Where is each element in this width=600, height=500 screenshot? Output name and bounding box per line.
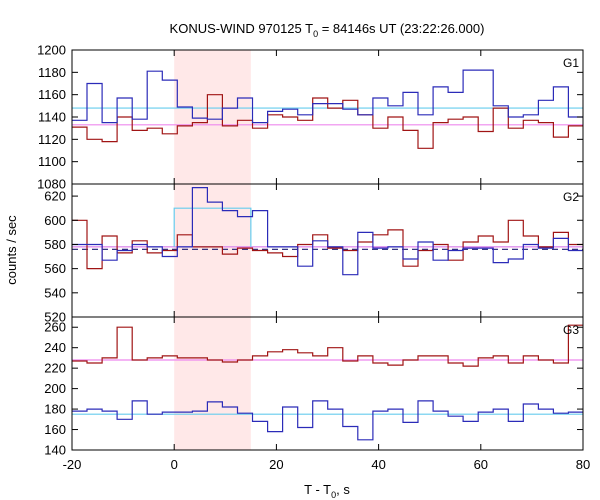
x-axis-label: T - T0, s [304, 482, 350, 500]
y-tick-label: 1200 [37, 43, 66, 58]
histogram-a-g1 [72, 69, 583, 124]
panel-frame-g2 [71, 183, 584, 318]
x-tick-label: 40 [371, 457, 385, 472]
x-tick-label: 60 [474, 457, 488, 472]
y-tick-label: 140 [44, 443, 66, 458]
panel-label-g3: G3 [563, 323, 579, 337]
x-tick-label: 20 [269, 457, 283, 472]
y-tick-label: 600 [44, 213, 66, 228]
panel-frame-g1 [71, 49, 584, 185]
y-tick-label: 240 [44, 340, 66, 355]
y-tick-label: 540 [44, 285, 66, 300]
panel-frame-g3 [71, 316, 584, 451]
panel-g2: 520 540 560 580 600 620 G2 [44, 183, 584, 325]
y-tick-label: 220 [44, 361, 66, 376]
y-tick-label: 180 [44, 402, 66, 417]
burst-fit-box [173, 207, 252, 247]
y-tick-label: 620 [44, 189, 66, 204]
y-tick-label: 1080 [37, 177, 66, 192]
y-tick-label: 160 [44, 422, 66, 437]
y-axis-label: counts / sec [4, 215, 19, 285]
y-tick-label: 1140 [38, 110, 66, 125]
y-tick-label: 1100 [38, 154, 66, 169]
y-tick-label: 200 [44, 381, 66, 396]
histogram-a-g3 [72, 400, 583, 441]
y-tick-label: 560 [44, 261, 66, 276]
y-tick-label: 260 [44, 320, 66, 335]
x-tick-label: 80 [576, 457, 590, 472]
chart-title: KONUS-WIND 970125 T0 = 84146s UT (23:22:… [170, 21, 485, 39]
panels-group: 1080110011201140116011801200G15205405605… [37, 43, 590, 473]
panel-label-g1: G1 [563, 56, 579, 70]
x-tick-label: 0 [171, 457, 178, 472]
histogram-b-g1 [72, 94, 583, 149]
histogram-b-g3 [72, 324, 583, 367]
histogram-a-g2 [72, 187, 583, 276]
y-tick-label: 1120 [38, 132, 66, 147]
highlight-interval-band [174, 50, 251, 450]
panel-label-g2: G2 [563, 190, 579, 204]
y-tick-label: 580 [44, 237, 66, 252]
x-tick-label: -20 [63, 457, 82, 472]
panel-g1: 1080 1100 1120 1140 1160 1180 1200 G1 [37, 43, 584, 192]
panel-g3: 140 160 180 200 220 240 260 G3 [44, 316, 584, 458]
y-tick-label: 1160 [38, 87, 66, 102]
y-tick-label: 520 [44, 310, 66, 325]
y-tick-label: 1180 [38, 65, 66, 80]
